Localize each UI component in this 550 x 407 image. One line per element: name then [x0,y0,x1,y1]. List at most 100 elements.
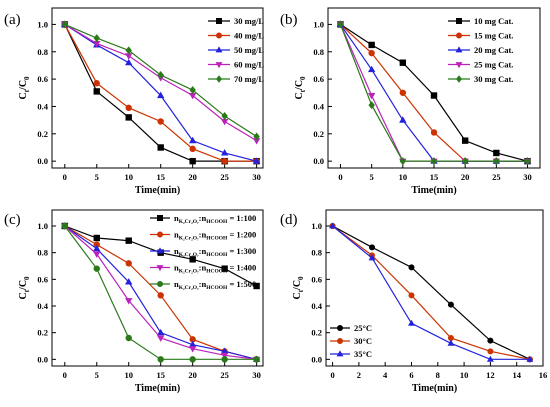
legend-label: 70 mg/L [234,74,264,84]
data-point [526,355,534,362]
legend-label: 25°C [354,323,372,333]
data-point [408,319,415,326]
data-point [125,237,132,244]
y-axis-title-group: Ct/C0 [292,276,305,300]
x-tick-label: 2 [357,370,361,380]
data-point [220,149,229,156]
series-4 [61,222,260,363]
data-point [399,59,407,66]
legend-label: 30 mg/L [234,16,264,26]
x-tick-label: 20 [461,172,470,182]
data-point [220,118,229,126]
data-point [157,91,165,99]
data-point [61,20,68,29]
y-tick-label: 1.0 [37,221,48,231]
x-tick-label: 25 [220,172,229,182]
x-tick-label: 5 [95,370,99,380]
data-point [369,244,376,251]
y-tick-label: 0.8 [311,248,322,258]
data-point [221,356,228,363]
data-point [93,80,100,87]
series-2 [61,20,261,164]
data-point [524,157,531,166]
series-2 [336,20,532,164]
data-point [408,292,415,299]
legend-label: nK₂Cr₂O₇:nHCOOH = 1:200 [174,230,256,242]
data-point [430,157,438,166]
y-tick-label: 0.6 [311,274,322,284]
legend-marker [216,18,222,24]
data-point [157,335,165,342]
legend-marker [215,46,223,53]
data-point [399,157,407,166]
legend-entry: 20 mg Cat. [448,45,513,55]
y-tick-label: 0.4 [37,101,48,111]
legend-marker [216,32,222,39]
x-tick-label: 15 [156,370,165,380]
data-point [188,340,197,348]
data-point [368,41,375,49]
data-point [253,282,260,290]
x-tick-label: 20 [188,370,197,380]
x-tick-label: 6 [409,370,413,380]
y-tick-label: 0.4 [37,301,48,311]
legend-entry: 25°C [330,323,372,333]
data-point [189,336,196,343]
panel-label: (d) [280,212,298,228]
legend-entry: 10 mg Cat. [448,16,513,26]
data-point [486,355,494,362]
data-point [368,49,375,57]
legend-entry: 30 mg/L [208,16,264,26]
legend-entry: 15 mg Cat. [448,31,513,41]
x-tick-label: 16 [539,370,548,380]
y-axis-title-group: Ct/C0 [18,276,31,300]
legend-label: 25 mg Cat. [474,60,513,70]
data-point [430,92,438,99]
series-line [332,225,530,360]
data-point [220,352,229,360]
legend-entry: 30 mg Cat. [448,74,513,84]
data-point [93,265,100,272]
y-tick-label: 0.6 [313,74,324,84]
panel-label: (a) [4,12,21,28]
data-point [93,234,100,242]
plot-frame [51,209,264,367]
data-point [221,112,228,121]
y-tick-label: 0.4 [313,101,324,111]
legend-label: 30°C [354,336,372,346]
x-tick-label: 10 [399,172,408,182]
data-point [188,346,197,353]
data-point [493,157,500,166]
panel-label: (b) [280,12,298,28]
x-tick-label: 4 [383,370,388,380]
data-point [493,149,500,157]
data-point [399,116,407,123]
data-point [125,53,133,60]
x-tick-label: 5 [370,172,374,182]
data-point [125,298,133,305]
legend-marker [157,231,163,238]
data-point [93,34,100,43]
legend-entry: 70 mg/L [208,74,264,84]
data-point [487,337,494,344]
data-point [253,132,260,141]
series-4 [337,20,531,166]
data-point [125,114,132,121]
data-point [368,254,376,261]
legend-label: 35°C [354,349,372,359]
data-point [157,71,164,80]
data-point [447,335,454,341]
legend-entry: 25 mg Cat. [448,60,513,70]
data-point [252,138,261,145]
y-tick-label: 1.0 [313,19,324,29]
x-tick-label: 0 [63,370,67,380]
y-tick-label: 1.0 [311,221,322,231]
data-point [447,301,454,308]
legend-label: 30 mg Cat. [474,74,513,84]
data-point [93,241,100,248]
x-tick-label: 12 [486,370,495,380]
panel-label: (c) [4,212,21,228]
y-tick-label: 0.6 [37,74,48,84]
data-point [157,144,164,151]
